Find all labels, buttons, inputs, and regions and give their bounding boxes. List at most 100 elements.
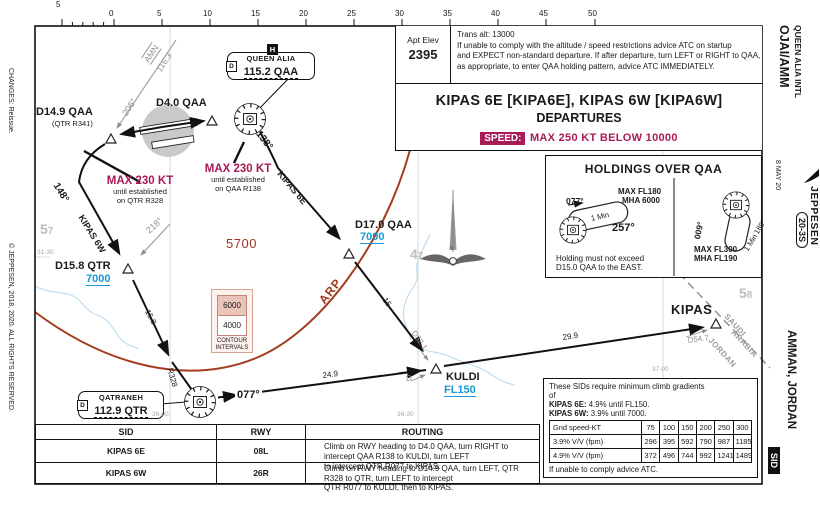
- gradient-cell: 790: [695, 434, 716, 449]
- col-header-routing: ROUTING: [306, 425, 539, 440]
- holding-left-mha: MHA 6000: [622, 196, 660, 205]
- river-lines: [34, 233, 516, 386]
- gradient-cell: 100: [659, 420, 679, 435]
- heliport-icon: H: [267, 44, 278, 55]
- altitude-7000-w: 7000: [86, 273, 111, 286]
- contour-band-4000: 4000: [217, 316, 247, 336]
- international-border-dashed: [669, 263, 771, 369]
- queen-alia-leader: [255, 76, 291, 113]
- qatraneh-leader: [159, 401, 187, 405]
- jeppesen-swoosh: [804, 169, 819, 183]
- airport-code: OJAI/AMM: [777, 25, 791, 88]
- speed-label: SPEED:: [480, 132, 526, 145]
- gradient-cell: 592: [677, 434, 697, 449]
- altitude-fl150: FL150: [444, 384, 476, 397]
- gradient-req-6w: KIPAS 6W: 3.9% until 7000.: [549, 409, 752, 418]
- gradient-cell: 1489: [732, 448, 752, 463]
- bearing-218-line: [140, 223, 171, 256]
- trans-alt: Trans alt: 13000: [457, 30, 515, 39]
- scale-label: 35: [443, 9, 452, 18]
- holding-left-max: MAX FL180: [618, 187, 662, 196]
- gradient-cell: 3.9% V/V (fpm): [549, 434, 642, 449]
- apt-elev-value: 2395: [408, 47, 438, 62]
- gradient-row-39: 3.9% V/V (fpm) 296 395 592 790 987 1185: [549, 434, 753, 449]
- track-lines: [77, 116, 705, 403]
- gradient-cell: 200: [695, 420, 716, 435]
- grid-digit: 5: [40, 221, 48, 237]
- chart-date: 8 MAY 20: [774, 160, 781, 191]
- holding-note-2: D15.0 QAA to the EAST.: [556, 263, 643, 272]
- max-speed-value: MAX 230 KT: [106, 175, 174, 187]
- gradient-cell: 992: [695, 448, 716, 463]
- contour-caption-line: INTERVALS: [215, 344, 249, 351]
- dme-box-icon: D: [77, 400, 88, 411]
- gradient-footer: If unable to comply advice ATC.: [549, 465, 659, 474]
- grid-id-47: 47: [410, 246, 423, 264]
- max-speed-cond1: until established: [113, 187, 167, 196]
- speed-value: MAX 250 KT BELOW 10000: [529, 132, 678, 144]
- gradient-cell: 987: [714, 434, 734, 449]
- gradient-cell: 1241: [714, 448, 734, 463]
- contour-band-6000: 6000: [217, 295, 247, 316]
- course-077: 077°: [235, 389, 262, 401]
- d32-arrow: [419, 349, 429, 361]
- gradient-cell: 150: [677, 420, 697, 435]
- lat-label-3130: 31-30: [37, 249, 54, 256]
- vor-name: QATRANEH: [98, 393, 144, 402]
- holding-left-inbound: 077°: [566, 196, 584, 206]
- gradient-cell: 395: [659, 434, 679, 449]
- contour-caption-line: CONTOUR: [216, 338, 248, 344]
- max-w-leader: [83, 149, 141, 184]
- row-sid-kipas6e: KIPAS 6E: [36, 440, 217, 463]
- copyright-note: © JEPPESEN, 2018, 2020. ALL RIGHTS RESER…: [7, 243, 14, 412]
- kuldi-d-arrow: [410, 374, 426, 382]
- max-speed-cond2: on QAA R138: [215, 184, 261, 193]
- airport-name: QUEEN ALIA INTL: [793, 25, 803, 99]
- vor-name: QUEEN ALIA: [246, 54, 296, 63]
- scale-label: 50: [588, 9, 597, 18]
- kuldi-dme-d: D: [406, 374, 412, 383]
- scale-label: 0: [109, 9, 114, 18]
- holdings-title: HOLDINGS OVER QAA: [584, 162, 723, 176]
- grid-id-57: 57: [40, 221, 53, 239]
- distance-249: 24.9: [322, 369, 339, 380]
- gradient-cell: 300: [732, 420, 753, 435]
- amn-bearing-line: [116, 39, 177, 129]
- lon-label-3630: 36-30: [397, 411, 414, 418]
- gradient-intro-1: These SIDs require minimum climb gradien…: [549, 382, 705, 391]
- fix-label-d149-qaa: D14.9 QAA: [36, 106, 93, 118]
- apt-elev-label: Apt Elev: [407, 35, 439, 45]
- holding-left-outbound: 257°: [612, 222, 635, 234]
- max-speed-cond1: until established: [211, 175, 265, 184]
- vor-box-queen-alia: D QUEEN ALIA 115.2 QAA: [226, 52, 315, 80]
- scale-label: 10: [203, 9, 212, 18]
- vor-freq: 115.2 QAA: [243, 65, 299, 80]
- procedure-subtitle: DEPARTURES: [536, 111, 622, 125]
- north-n-label: N: [450, 246, 454, 252]
- scale-label: 5: [56, 0, 61, 9]
- routing-text-line: to intercept QTR R077 to KIPAS.: [324, 462, 441, 471]
- holding-right-max: MAX FL300: [694, 245, 738, 254]
- gradient-table: Gnd speed-KT 75 100 150 200 250 300 3.9%…: [549, 420, 752, 463]
- airport-symbol: [139, 105, 198, 157]
- sid-tab: SID: [768, 447, 780, 475]
- row-routing-kipas6e: Climb on RWY heading to D4.0 QAA, turn R…: [306, 440, 539, 471]
- gradient-intro-2: of: [549, 391, 556, 400]
- routing-table: SID RWY ROUTING KIPAS 6E 08L Climb on RW…: [35, 424, 540, 492]
- scale-label: 20: [299, 9, 308, 18]
- gradient-cell: 744: [677, 448, 697, 463]
- gradient-cell: Gnd speed-KT: [549, 420, 642, 435]
- qaa-vor-rose: [234, 103, 266, 135]
- routing-text-line: QTR R077 to KULDI, then to KIPAS.: [324, 483, 454, 492]
- row-sid-kipas6w: KIPAS 6W: [36, 463, 217, 483]
- gradient-cell: 250: [714, 420, 734, 435]
- grid-digit: 8: [746, 290, 753, 301]
- scale-label: 25: [347, 9, 356, 18]
- grid-digit: 5: [739, 285, 747, 301]
- fix-label-kuldi: KULDI: [446, 371, 480, 383]
- row-routing-kipas6w: Climb on RWY heading to D14.9 QAA, turn …: [306, 463, 539, 492]
- grid-id-58: 58: [739, 285, 752, 303]
- gradient-cell: 75: [640, 420, 661, 435]
- chart-location: AMMAN, JORDAN: [785, 330, 797, 430]
- gradient-row-49: 4.9% V/V (fpm) 372 496 744 992 1241 1489: [549, 448, 752, 463]
